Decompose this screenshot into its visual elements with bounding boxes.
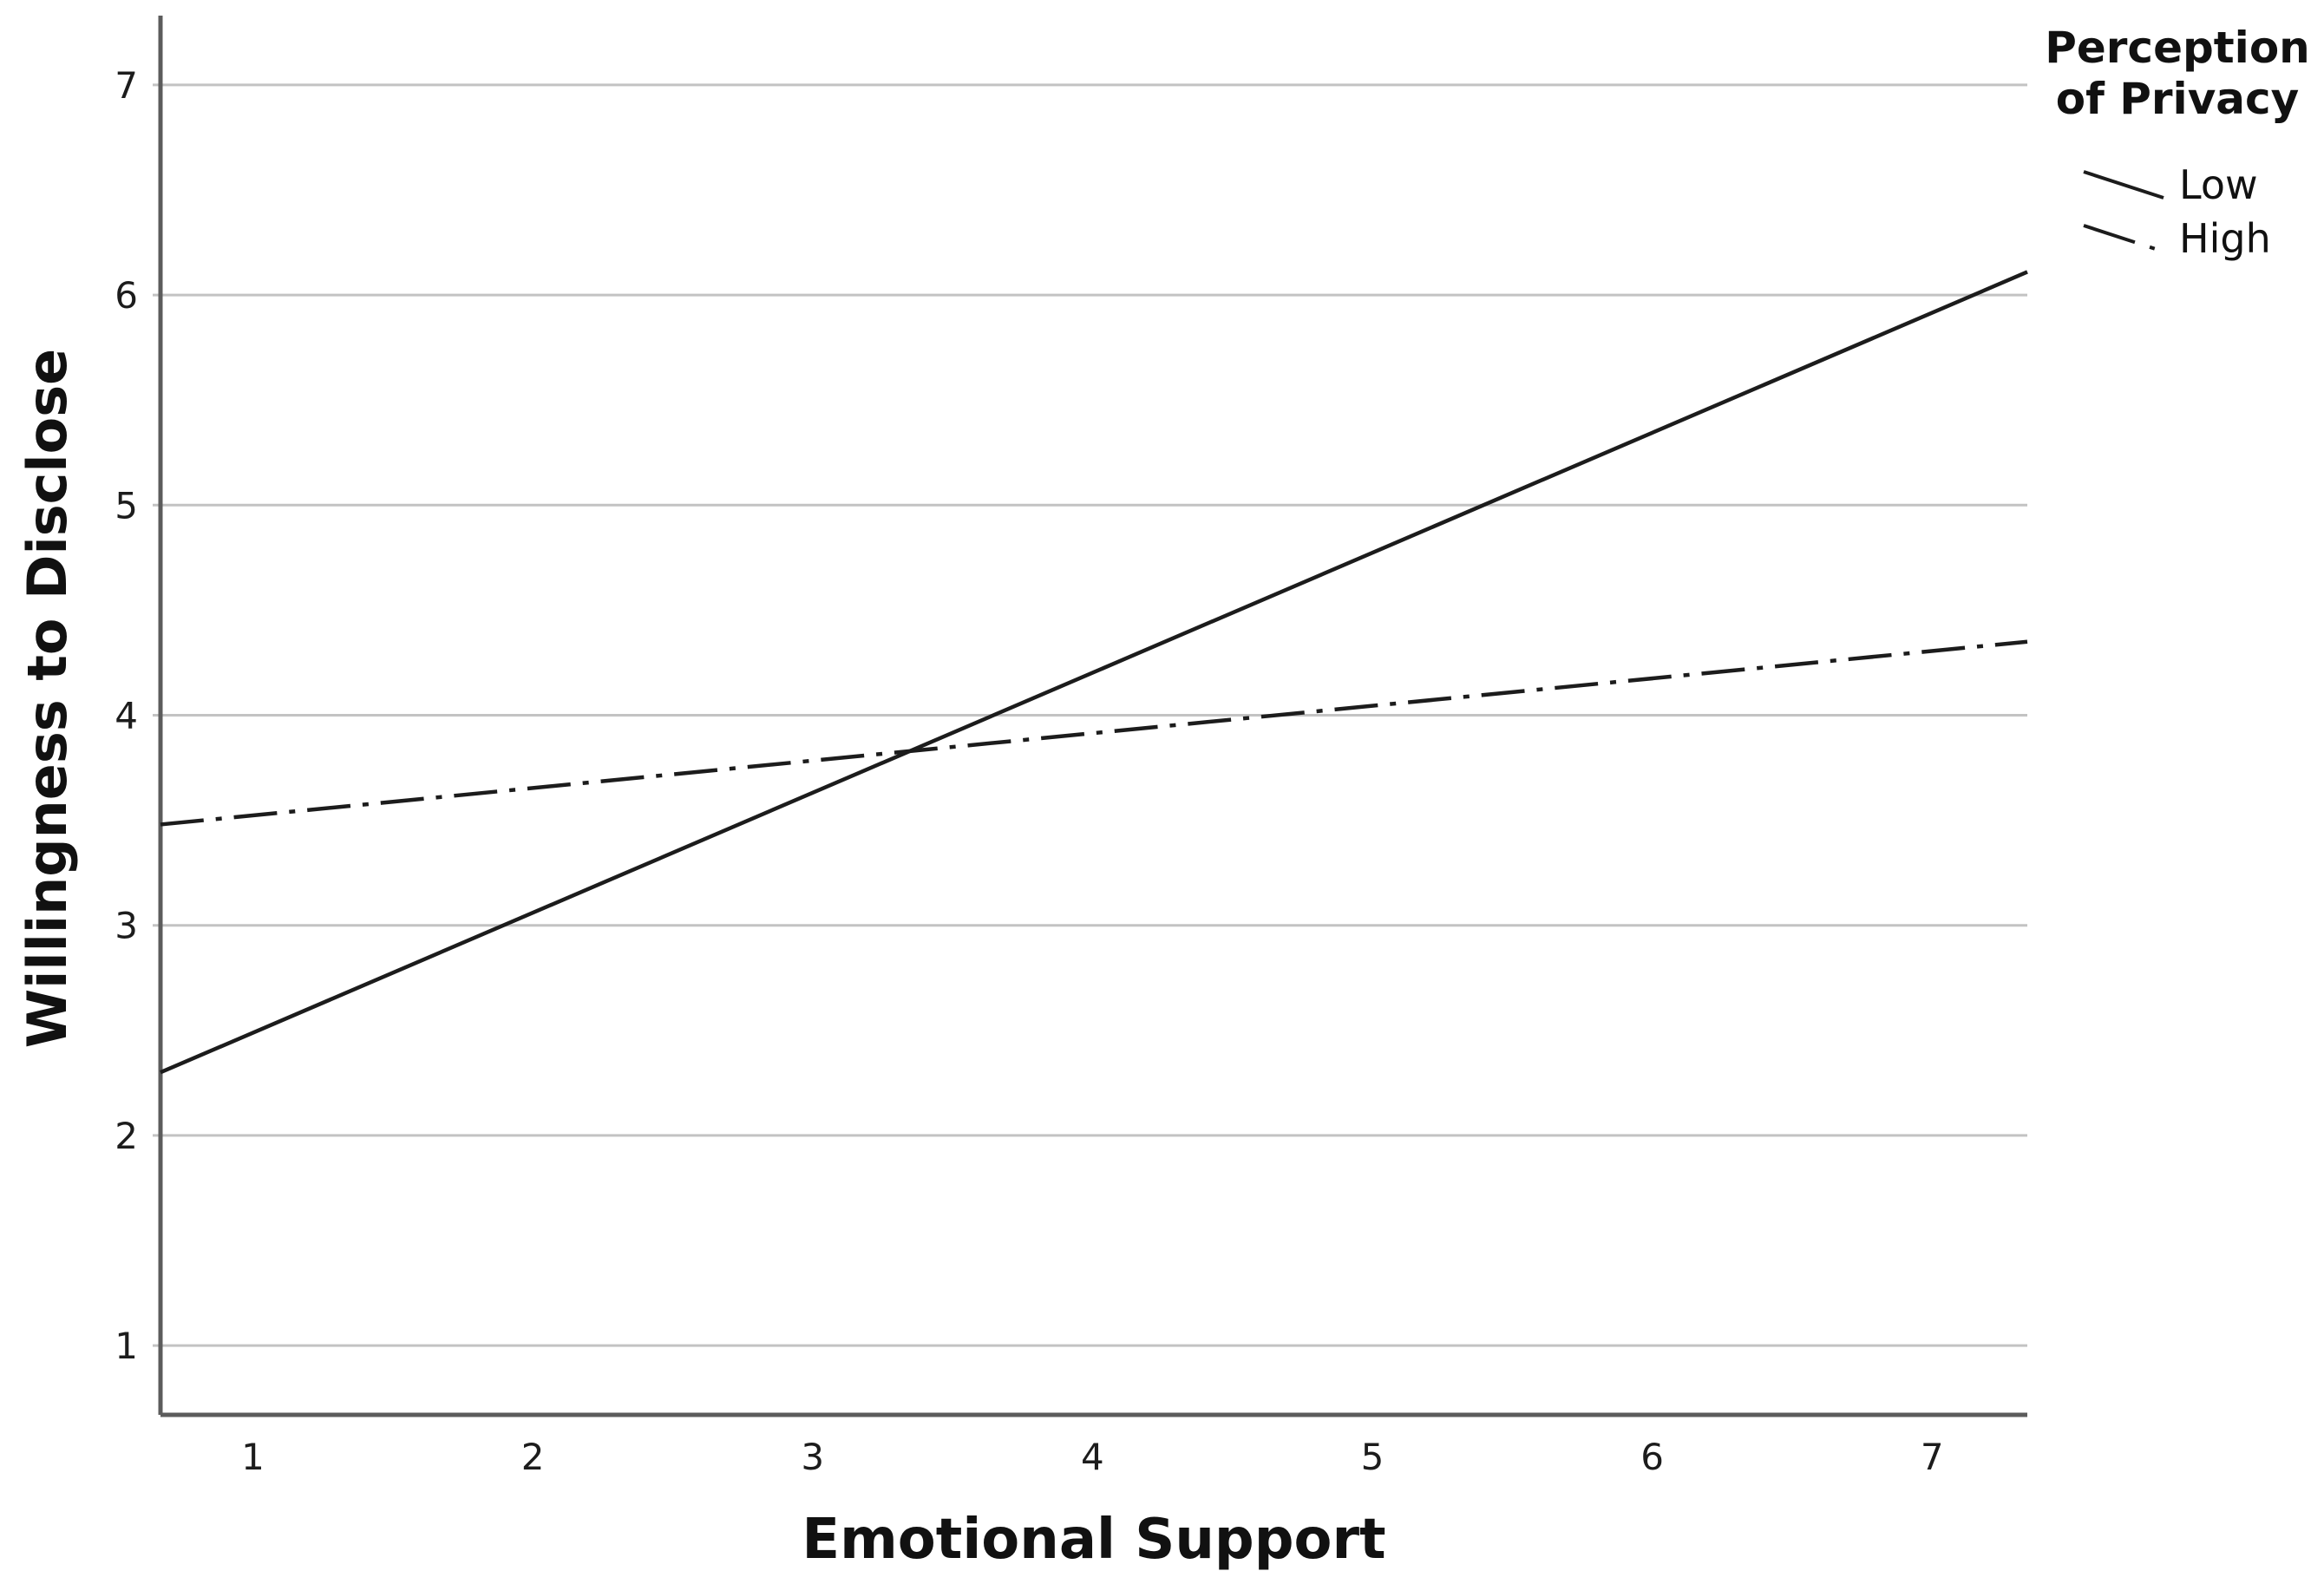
y-tick-label: 7 (115, 64, 138, 107)
y-tick-label: 1 (115, 1325, 138, 1367)
y-tick-label: 6 (115, 274, 138, 317)
y-axis-title: Willingness to Disclose (16, 348, 79, 1049)
x-tick-label: 2 (521, 1436, 545, 1478)
x-axis-title: Emotional Support (802, 1508, 1386, 1572)
legend-swatch-dash-dot (2083, 224, 2164, 253)
y-tick-label: 2 (115, 1115, 138, 1157)
legend-swatch-solid (2083, 170, 2164, 200)
legend-title: Perception of Privacy (2045, 23, 2310, 124)
x-tick-label: 5 (1361, 1436, 1385, 1478)
x-tick-label: 3 (801, 1436, 824, 1478)
series-line-low (160, 270, 2028, 1075)
x-tick-label: 1 (241, 1436, 265, 1478)
series-line-high (160, 639, 2028, 827)
legend-item-label: High (2179, 215, 2271, 262)
legend-swatch-line (2083, 224, 2164, 253)
legend-item-high: High (2080, 212, 2271, 265)
legend-item-label: Low (2179, 161, 2258, 208)
legend-item-low: Low (2080, 158, 2271, 212)
y-tick-label: 3 (115, 905, 138, 947)
legend-swatch-line (2083, 170, 2164, 200)
x-tick-label: 6 (1640, 1436, 1664, 1478)
legend-items: Low High (2080, 158, 2271, 265)
x-tick-label: 4 (1081, 1436, 1104, 1478)
y-tick-label: 5 (115, 484, 138, 527)
x-tick-label: 7 (1921, 1436, 1944, 1478)
y-tick-label: 4 (115, 695, 138, 737)
